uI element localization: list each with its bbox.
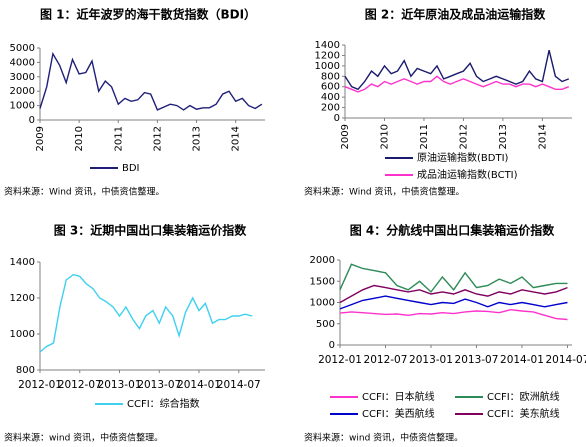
x-tick-label: 2014 [231, 126, 242, 151]
y-tick-label: 2000 [10, 86, 35, 97]
x-tick-label: 2014-07 [546, 354, 586, 366]
x-tick-label: 2014 [537, 124, 548, 149]
y-tick-label: 200 [321, 103, 340, 114]
y-tick-label: 800 [16, 365, 35, 376]
x-tick-label: 2012-01 [318, 354, 362, 366]
source-note: 资料来源：wind 资讯，中债资信整理。 [4, 432, 163, 444]
x-tick-label: 2010 [379, 124, 390, 149]
x-tick-label: 2013-07 [455, 354, 499, 366]
series-line [339, 284, 568, 304]
x-tick-label: 2009 [35, 126, 46, 151]
legend-label: BDI [122, 163, 140, 174]
x-tick-label: 2014-01 [177, 379, 221, 391]
x-tick-label: 2013-07 [137, 379, 181, 391]
x-tick-label: 2011 [419, 124, 430, 149]
chart-title: 图 1：近年波罗的海干散货指数（BDI） [40, 7, 256, 22]
x-tick-label: 2009 [340, 124, 351, 149]
x-tick-label: 2013 [192, 126, 203, 151]
series-line [39, 51, 263, 111]
x-tick-label: 2010 [74, 126, 85, 151]
y-tick-label: 600 [321, 82, 340, 93]
legend-label: 原油运输指数(BDTI) [417, 151, 509, 164]
x-tick-label: 2013 [498, 124, 509, 149]
y-tick-label: 1400 [315, 40, 340, 51]
y-tick-label: 0 [334, 113, 340, 124]
y-tick-label: 3000 [10, 72, 35, 83]
y-tick-label: 1500 [310, 276, 335, 287]
y-tick-label: 2000 [310, 255, 335, 266]
y-tick-label: 4000 [10, 57, 35, 68]
y-tick-label: 400 [321, 92, 340, 103]
series-line [339, 295, 568, 310]
x-tick-label: 2014-07 [217, 379, 261, 391]
series-line [344, 75, 570, 93]
series-line [339, 308, 568, 321]
y-tick-label: 0 [29, 115, 35, 126]
y-tick-label: 0 [329, 340, 335, 351]
x-tick-label: 2013-01 [409, 354, 453, 366]
chart-title: 图 3：近期中国出口集装箱运价指数 [54, 223, 248, 238]
y-tick-label: 500 [316, 319, 335, 330]
y-tick-label: 1000 [315, 61, 340, 72]
x-tick-label: 2012 [458, 124, 469, 149]
legend-label: CCFI：美西航线 [362, 407, 435, 420]
y-tick-label: 1000 [310, 298, 335, 309]
x-tick-label: 2013-01 [98, 379, 142, 391]
chart-title: 图 2：近年原油及成品油运输指数 [365, 7, 547, 22]
x-tick-label: 2012 [152, 126, 163, 151]
legend-label: 成品油运输指数(BCTI) [417, 168, 518, 181]
series-line [344, 50, 570, 91]
legend-label: CCFI：美东航线 [487, 407, 560, 420]
source-note: 资料来源：Wind 资讯，中债资信整理。 [304, 186, 464, 198]
y-tick-label: 1200 [315, 50, 340, 61]
x-tick-label: 2012-07 [364, 354, 408, 366]
legend-label: CCFI：综合指数 [127, 397, 200, 410]
x-tick-label: 2014-01 [500, 354, 544, 366]
x-tick-label: 2012-07 [58, 379, 102, 391]
legend-label: CCFI：欧洲航线 [487, 390, 560, 403]
y-tick-label: 1000 [10, 329, 35, 340]
y-tick-label: 1400 [10, 257, 35, 268]
legend-label: CCFI：日本航线 [362, 390, 435, 403]
chart-title: 图 4：分航线中国出口集装箱运价指数 [350, 223, 556, 238]
y-tick-label: 1000 [10, 101, 35, 112]
y-tick-label: 800 [321, 71, 340, 82]
source-note: 资料来源：wind 资讯，中债资信整理。 [304, 432, 463, 444]
source-note: 资料来源：Wind 资讯，中债资信整理。 [4, 186, 164, 198]
y-tick-label: 1200 [10, 293, 35, 304]
y-tick-label: 5000 [10, 43, 35, 54]
x-tick-label: 2012-01 [18, 379, 62, 391]
series-line [39, 273, 253, 353]
series-line [339, 263, 568, 293]
x-tick-label: 2011 [113, 126, 124, 151]
